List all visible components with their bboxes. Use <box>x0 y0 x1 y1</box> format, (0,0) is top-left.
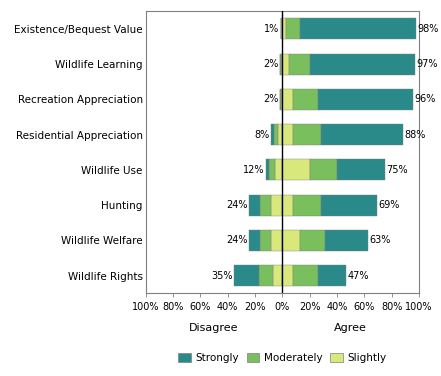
Bar <box>275 159 282 180</box>
Bar <box>293 89 318 110</box>
Bar <box>300 230 325 251</box>
Text: 35%: 35% <box>212 271 233 280</box>
Bar <box>310 54 415 75</box>
Text: Agree: Agree <box>334 323 367 333</box>
Bar <box>266 159 269 180</box>
Bar <box>337 159 385 180</box>
Legend: Strongly, Moderately, Slightly: Strongly, Moderately, Slightly <box>174 349 390 367</box>
Bar <box>280 89 281 110</box>
Bar <box>278 124 282 145</box>
Bar <box>281 54 282 75</box>
Text: 24%: 24% <box>227 235 248 246</box>
Bar <box>282 195 293 216</box>
Text: 2%: 2% <box>263 59 278 69</box>
Bar <box>274 124 278 145</box>
Text: 88%: 88% <box>404 130 425 139</box>
Bar <box>269 159 275 180</box>
Text: 1%: 1% <box>264 24 280 34</box>
Bar <box>282 230 300 251</box>
Text: 63%: 63% <box>370 235 391 246</box>
Bar <box>293 124 321 145</box>
Bar <box>282 18 286 39</box>
Bar <box>271 124 274 145</box>
Bar <box>280 54 281 75</box>
Bar <box>281 18 282 39</box>
Bar <box>325 230 368 251</box>
Bar <box>321 195 377 216</box>
Text: 8%: 8% <box>255 130 270 139</box>
Bar <box>282 89 293 110</box>
Bar <box>260 195 271 216</box>
Bar <box>260 230 271 251</box>
Text: Disagree: Disagree <box>189 323 239 333</box>
Bar <box>250 195 260 216</box>
Text: 75%: 75% <box>386 165 408 175</box>
Bar <box>271 195 282 216</box>
Bar <box>281 89 282 110</box>
Text: 24%: 24% <box>227 200 248 210</box>
Bar <box>310 159 337 180</box>
Bar <box>321 124 403 145</box>
Text: 97%: 97% <box>416 59 438 69</box>
Bar <box>282 265 293 286</box>
Text: 2%: 2% <box>263 94 278 105</box>
Bar <box>273 265 282 286</box>
Bar <box>282 124 293 145</box>
Bar <box>259 265 273 286</box>
Bar <box>271 230 282 251</box>
Bar <box>293 265 318 286</box>
Bar <box>250 230 260 251</box>
Text: 98%: 98% <box>418 24 439 34</box>
Bar <box>286 18 300 39</box>
Bar <box>282 159 310 180</box>
Bar <box>235 265 259 286</box>
Text: 12%: 12% <box>243 165 265 175</box>
Bar <box>300 18 416 39</box>
Text: 69%: 69% <box>378 200 399 210</box>
Bar <box>318 265 347 286</box>
Bar <box>289 54 310 75</box>
Text: 47%: 47% <box>348 271 370 280</box>
Text: 96%: 96% <box>415 94 436 105</box>
Bar <box>318 89 414 110</box>
Bar <box>282 54 289 75</box>
Bar <box>293 195 321 216</box>
